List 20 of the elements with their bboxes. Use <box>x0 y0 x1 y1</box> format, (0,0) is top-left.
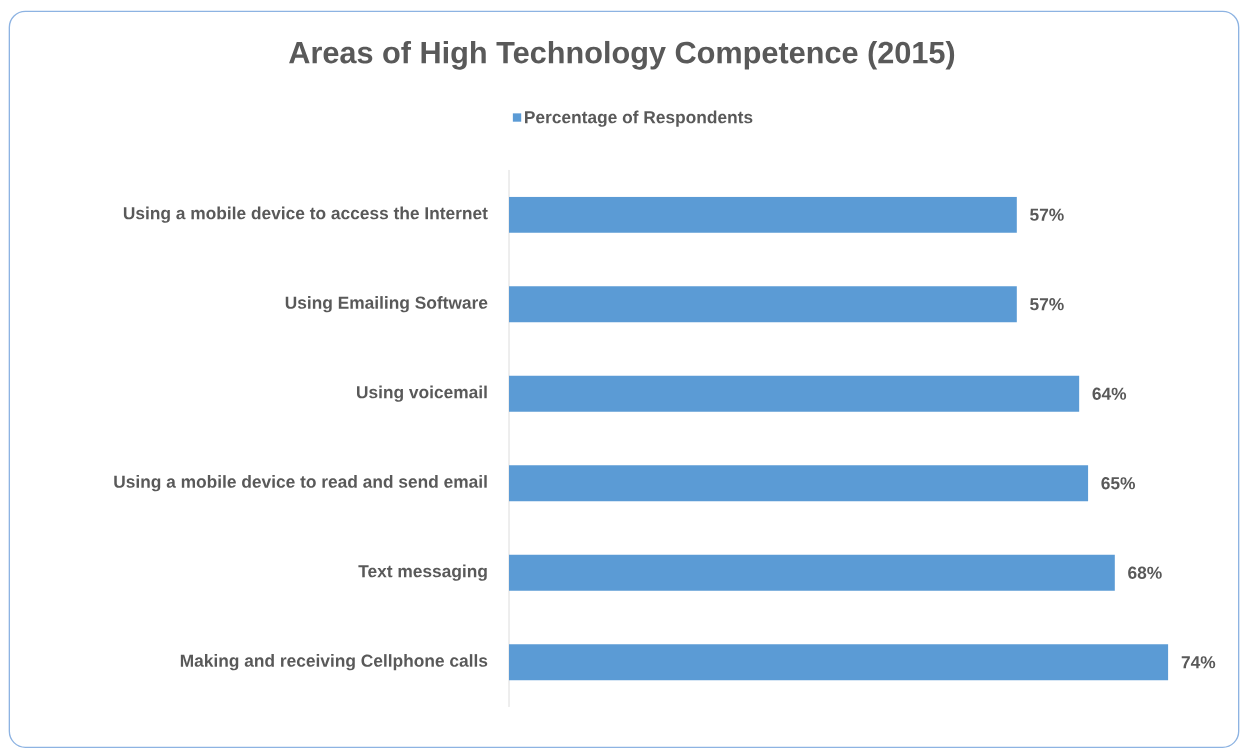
legend-label: Percentage of Respondents <box>525 110 753 127</box>
y-tick-label: Using voicemail <box>357 385 487 402</box>
data-label: 65% <box>1101 477 1136 490</box>
y-tick-label: Using a mobile device to access the Internet <box>123 206 488 223</box>
data-label: 74% <box>1181 656 1216 669</box>
data-label: 57% <box>1030 208 1064 221</box>
bar <box>509 644 1169 681</box>
bar <box>509 375 1080 412</box>
y-tick-label: Using a mobile device to read and send email <box>114 475 487 492</box>
y-tick-label: Using Emailing Software <box>285 296 488 313</box>
bar <box>509 286 1017 323</box>
bar <box>509 196 1017 233</box>
data-label: 57% <box>1030 298 1064 311</box>
y-tick-label: Making and receiving Cellphone calls <box>180 654 488 671</box>
bar <box>509 554 1115 591</box>
data-label: 68% <box>1128 566 1162 579</box>
bar <box>509 465 1089 502</box>
y-tick-label: Text messaging <box>358 564 487 581</box>
data-label: 64% <box>1092 387 1127 400</box>
chart-title: Areas of High Technology Competence (2015) <box>289 40 955 70</box>
